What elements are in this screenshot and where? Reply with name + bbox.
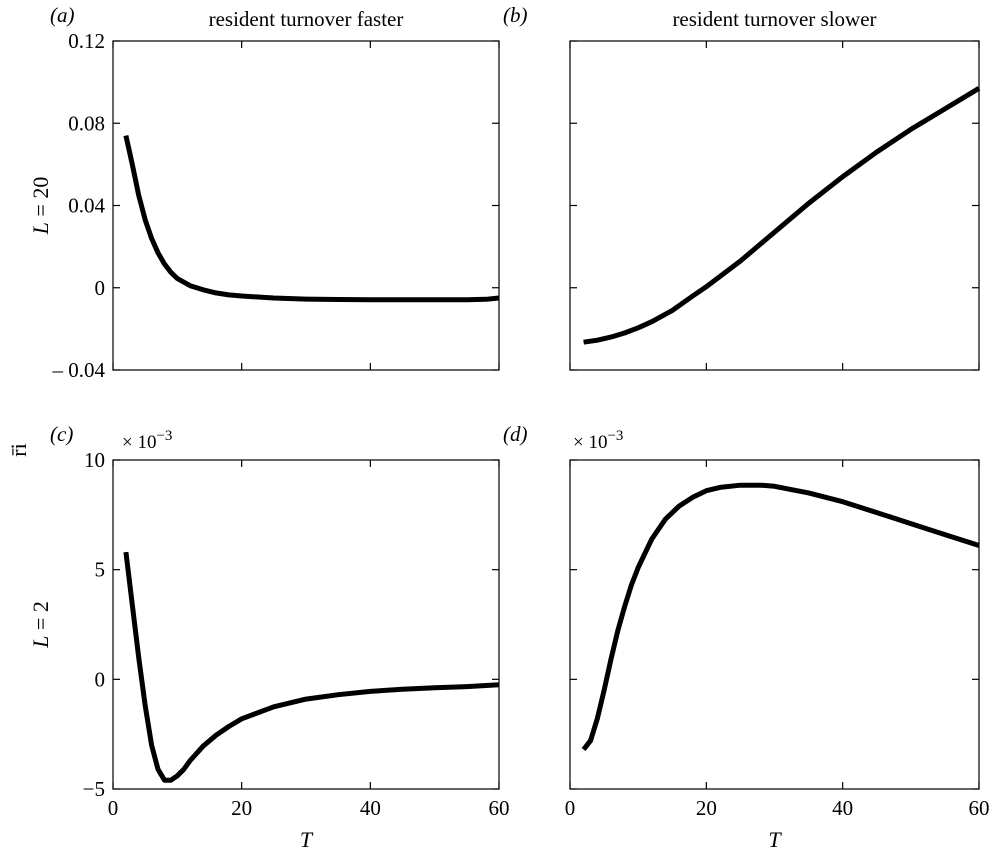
y-tick-label: 0.12 (68, 29, 105, 53)
y-axis-label: L = 2 (28, 601, 53, 649)
panel-d: 0 20 40 60 (d) × 10−3 T (503, 422, 990, 852)
y-tick-label: 0.04 (68, 194, 105, 218)
shared-ylabel: r̄i (6, 443, 31, 456)
x-tick-label: 20 (231, 796, 252, 820)
y-tick-label: 0.08 (68, 111, 105, 135)
x-tick-label: 40 (832, 796, 853, 820)
y-tick-label: 0 (95, 276, 106, 300)
panel-label: (d) (503, 422, 528, 446)
y-axis-label: L = 20 (28, 177, 53, 236)
y-tick-label: 0 (95, 667, 106, 691)
axis-multiplier: × 10−3 (573, 428, 623, 453)
y-tick-label: 5 (95, 558, 106, 582)
series-line (123, 551, 500, 783)
panel-label: (a) (50, 3, 75, 27)
y-tick-label: – 0.04 (52, 358, 106, 382)
x-tick-label: 60 (489, 796, 510, 820)
panel-title: resident turnover faster (209, 7, 404, 31)
axes-frame (112, 40, 500, 371)
series-line (123, 135, 500, 303)
series-line (581, 482, 980, 752)
x-tick-label: 40 (360, 796, 381, 820)
axes-frame (569, 40, 980, 371)
panel-label: (b) (503, 3, 528, 27)
series-line (583, 86, 981, 345)
y-tick-label: −5 (83, 777, 105, 801)
panel-b: (b) resident turnover slower (503, 3, 981, 371)
axes-frame (569, 459, 980, 790)
y-tick-label: 10 (84, 448, 105, 472)
x-axis-label: T (768, 827, 782, 852)
x-tick-label: 20 (696, 796, 717, 820)
panel-a: – 0.04 0 0.04 0.08 0.12(a) resident turnover … (28, 3, 500, 382)
panel-label: (c) (50, 422, 73, 446)
axis-multiplier: × 10−3 (122, 428, 172, 453)
x-axis-label: T (300, 827, 314, 852)
axes-frame (112, 459, 500, 790)
x-tick-label: 0 (108, 796, 119, 820)
x-tick-label: 0 (565, 796, 576, 820)
x-tick-label: 60 (969, 796, 990, 820)
panel-title: resident turnover slower (672, 7, 876, 31)
